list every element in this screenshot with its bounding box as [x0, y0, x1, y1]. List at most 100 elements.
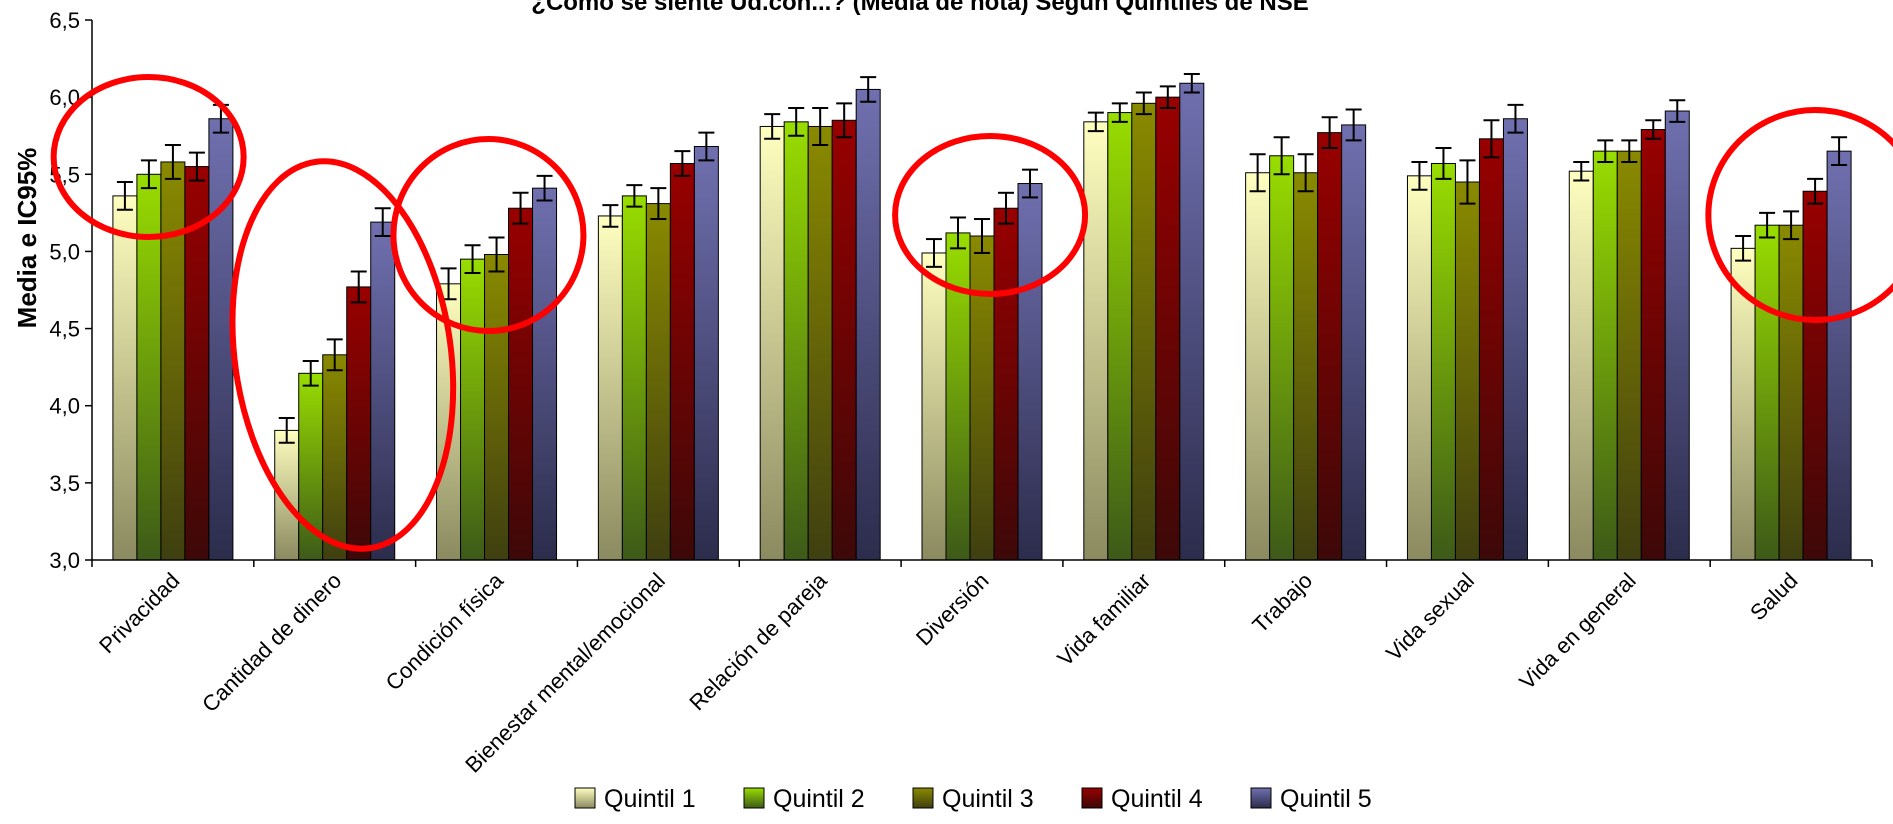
highlight-circle-5	[1705, 107, 1893, 323]
bar-5-5	[855, 88, 881, 561]
y-tick-label: 6,5	[49, 8, 80, 33]
error-bar-4-11	[1807, 177, 1824, 205]
bar-3-4	[645, 203, 671, 561]
bar-2-10	[1592, 150, 1618, 561]
legend: Quintil 1 Quintil 2 Quintil 3 Quintil 4 Quin…	[574, 785, 1372, 813]
error-bar-3-3	[488, 236, 505, 273]
bar-2-6	[945, 232, 971, 561]
bar-4-6	[993, 207, 1019, 561]
error-bar-3-7	[1135, 91, 1152, 116]
bar-5-7	[1179, 82, 1205, 561]
error-bar-5-4	[698, 131, 715, 162]
legend-swatch	[743, 787, 765, 809]
legend-item-2: Quintil 2	[743, 785, 865, 813]
error-bar-2-7	[1111, 102, 1128, 123]
bar-1-4	[597, 215, 623, 561]
error-bar-2-9	[1435, 147, 1452, 180]
x-tick-label: Vida sexual	[1381, 568, 1479, 666]
legend-label: Quintil 3	[942, 785, 1034, 813]
legend-item-1: Quintil 1	[574, 785, 696, 813]
y-tick-label: 3,5	[49, 471, 80, 496]
bar-4-8	[1317, 132, 1343, 561]
bar-2-3	[460, 258, 486, 561]
error-bar-4-1	[188, 151, 205, 182]
legend-item-4: Quintil 4	[1081, 785, 1203, 813]
bar-3-3	[484, 254, 510, 561]
bar-2-4	[621, 195, 647, 561]
error-bar-5-7	[1183, 73, 1200, 94]
error-bar-5-8	[1345, 108, 1362, 142]
bar-4-5	[831, 119, 857, 561]
error-bar-5-6	[1022, 168, 1038, 199]
error-bar-5-10	[1669, 99, 1686, 123]
bar-4-9	[1478, 138, 1504, 561]
bar-4-3	[508, 207, 534, 561]
chart-title: ¿Cómo se siente Ud.con...? (Media de not…	[531, 0, 1308, 16]
bar-4-11	[1802, 190, 1828, 561]
bar-1-1	[112, 195, 138, 561]
error-bar-2-1	[140, 159, 157, 190]
error-bar-5-9	[1507, 103, 1524, 134]
y-tick-label: 4,5	[49, 317, 80, 342]
error-bar-2-5	[788, 106, 805, 137]
error-bar-3-9	[1459, 159, 1476, 205]
y-tick-label: 5,0	[49, 239, 80, 264]
bar-5-4	[693, 146, 719, 561]
x-tick-label: Vida familiar	[1052, 568, 1155, 671]
error-bar-5-11	[1831, 136, 1848, 167]
error-bar-1-10	[1573, 160, 1590, 182]
error-bar-1-9	[1411, 160, 1428, 191]
legend-label: Quintil 4	[1111, 785, 1203, 813]
x-tick-label: Trabajo	[1247, 568, 1317, 638]
legend-label: Quintil 1	[604, 785, 696, 813]
bar-3-6	[969, 235, 995, 561]
error-bar-2-11	[1759, 211, 1776, 239]
error-bar-3-2	[326, 338, 343, 372]
error-bar-4-9	[1483, 119, 1500, 159]
error-bar-4-8	[1321, 116, 1338, 150]
bar-1-10	[1568, 170, 1594, 561]
bar-5-9	[1502, 118, 1528, 561]
error-bar-4-4	[674, 150, 691, 177]
bar-5-3	[532, 187, 558, 561]
bar-3-8	[1293, 172, 1319, 561]
error-bar-2-8	[1273, 136, 1290, 176]
bars-layer	[112, 73, 1852, 561]
error-bar-2-3	[464, 244, 481, 275]
error-bar-4-7	[1159, 85, 1176, 109]
highlight-circle-2	[229, 158, 457, 552]
bar-5-1	[208, 118, 234, 561]
error-bar-3-1	[164, 143, 181, 180]
highlight-circle-3	[390, 136, 587, 334]
highlight-circles	[50, 74, 1893, 552]
bar-5-6	[1017, 183, 1043, 561]
bar-3-11	[1778, 224, 1804, 561]
bar-2-8	[1269, 155, 1295, 561]
error-bar-1-4	[602, 204, 619, 228]
bar-3-9	[1454, 181, 1480, 561]
bar-5-11	[1826, 150, 1852, 561]
legend-swatch	[574, 787, 596, 809]
error-bar-2-4	[626, 184, 643, 208]
y-tick-label: 4,0	[49, 394, 80, 419]
legend-swatch	[912, 787, 934, 809]
bar-1-5	[759, 125, 785, 561]
x-tick-label: Diversión	[911, 568, 994, 651]
bar-1-9	[1406, 175, 1432, 561]
error-bar-3-11	[1783, 210, 1800, 241]
bar-1-6	[921, 252, 947, 561]
bar-2-5	[783, 121, 809, 561]
bar-3-2	[322, 354, 348, 561]
bar-2-11	[1754, 224, 1780, 561]
legend-item-3: Quintil 3	[912, 785, 1034, 813]
bar-4-10	[1640, 129, 1666, 561]
error-bar-3-8	[1297, 153, 1314, 193]
y-axis-label: Media e IC95%	[12, 148, 42, 329]
x-tick-label: Salud	[1745, 568, 1802, 625]
bar-2-9	[1430, 162, 1456, 561]
x-tick-label: Privacidad	[94, 568, 184, 658]
error-bar-2-10	[1597, 139, 1614, 163]
error-bar-2-2	[302, 359, 319, 387]
bar-2-1	[136, 173, 162, 561]
